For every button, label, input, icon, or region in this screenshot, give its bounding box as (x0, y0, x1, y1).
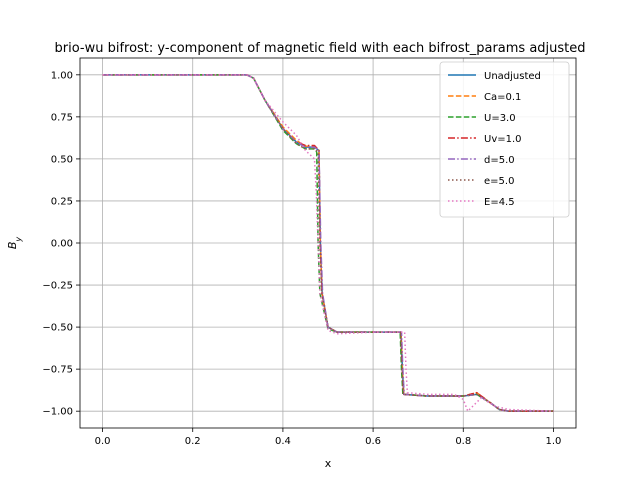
legend-label: Ca=0.1 (484, 92, 521, 103)
series-line (102, 74, 554, 412)
legend-label: Uv=1.0 (484, 134, 522, 145)
ticks: 0.0 0.2 0.4 0.6 0.8 1.0 1.00 0.75 0.50 0.25 0.00 −0… (42, 70, 561, 447)
x-tick-label: 0.2 (185, 436, 201, 447)
x-axis-label: x (325, 457, 332, 470)
y-tick-label: 0.75 (51, 112, 73, 123)
legend-label: Unadjusted (484, 71, 541, 82)
x-tick-label: 0.6 (365, 436, 381, 447)
y-tick-label: −1.00 (42, 407, 73, 418)
x-tick-label: 0.4 (275, 436, 291, 447)
y-tick-label: −0.50 (42, 323, 73, 334)
legend-box (439, 61, 570, 218)
x-tick-label: 0.0 (95, 436, 111, 447)
x-tick-label: 1.0 (546, 436, 562, 447)
legend-label: U=3.0 (484, 113, 516, 124)
y-axis-label: By (6, 237, 23, 250)
x-tick-label: 0.8 (455, 436, 471, 447)
y-tick-label: 1.00 (51, 70, 73, 81)
legend: Unadjusted Ca=0.1 U=3.0 Uv=1.0 d=5.0 e=5.0 E=4… (439, 61, 570, 218)
chart-title: brio-wu bifrost: y-component of magnetic… (54, 41, 585, 56)
legend-label: E=4.5 (484, 197, 515, 208)
series-group (102, 74, 554, 412)
y-tick-label: 0.00 (51, 239, 73, 250)
legend-label: e=5.0 (484, 176, 514, 187)
series-line (102, 74, 554, 412)
legend-label: d=5.0 (484, 155, 515, 166)
y-tick-label: −0.25 (42, 281, 73, 292)
series-line (102, 74, 554, 412)
series-line (102, 74, 554, 412)
y-tick-label: 0.50 (51, 154, 73, 165)
y-tick-label: −0.75 (42, 365, 73, 376)
y-tick-label: 0.25 (51, 196, 73, 207)
